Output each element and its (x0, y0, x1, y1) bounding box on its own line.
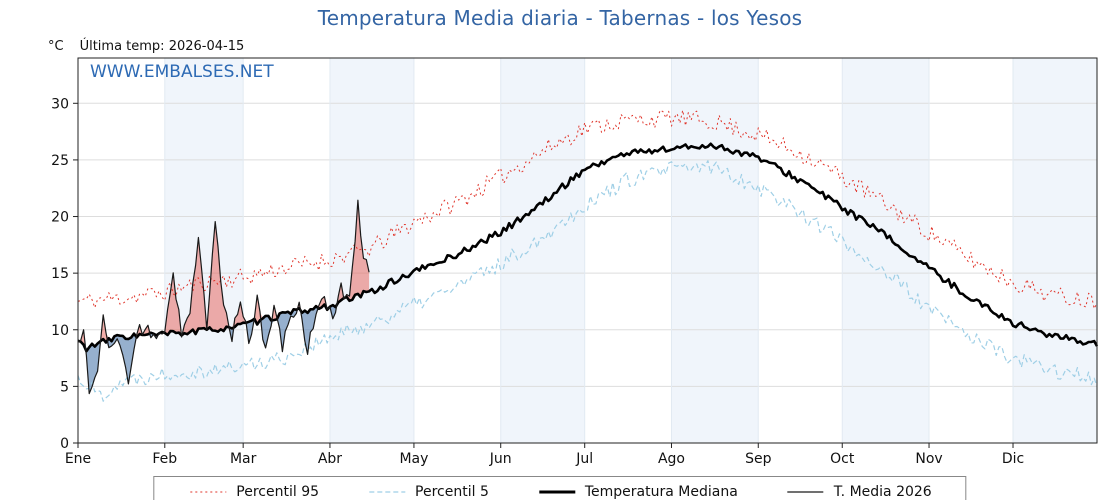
x-tick-label: May (399, 451, 428, 467)
percentil-95-line (77, 109, 1098, 310)
legend-item-t-media-2026: T. Media 2026 (786, 484, 932, 500)
x-tick-label: Feb (152, 451, 177, 467)
month-band (1013, 58, 1097, 443)
month-band (164, 58, 244, 443)
watermark-text: WWW.EMBALSES.NET (90, 62, 274, 82)
legend-label-temperatura-mediana: Temperatura Mediana (584, 484, 738, 500)
month-band (329, 58, 414, 443)
legend-item-percentil-95: Percentil 95 (188, 484, 319, 500)
y-tick-label: 10 (51, 323, 69, 339)
y-axis-units-label: °C (48, 39, 64, 54)
x-tick-label: Sep (745, 451, 772, 467)
legend-item-percentil-5: Percentil 5 (367, 484, 489, 500)
x-tick-label: Oct (830, 451, 855, 467)
legend-box: Percentil 95 Percentil 5 Temperatura Med… (153, 476, 967, 500)
legend-label-percentil-5: Percentil 5 (415, 484, 489, 500)
legend-label-percentil-95: Percentil 95 (236, 484, 320, 500)
temperatura-mediana-line-sample-icon (537, 486, 577, 498)
t-media-2026-line (77, 199, 370, 395)
y-tick-label: 15 (51, 266, 69, 282)
y-tick-label: 0 (60, 436, 69, 452)
y-tick-label: 30 (51, 96, 69, 112)
percentil-95-line-sample-icon (188, 486, 228, 498)
x-tick-label: Dic (1002, 451, 1024, 467)
page-title: Temperatura Media diaria - Tabernas - lo… (317, 6, 803, 30)
t-media-2026-line-sample-icon (786, 486, 826, 498)
last-temp-label: Última temp: 2026-04-15 (79, 39, 245, 54)
x-tick-label: Ene (65, 451, 91, 467)
month-band (671, 58, 759, 443)
x-tick-label: Mar (230, 451, 257, 467)
percentil-5-line-sample-icon (367, 486, 407, 498)
month-band (500, 58, 585, 443)
x-tick-label: Jul (575, 451, 593, 467)
x-tick-label: Nov (915, 451, 942, 467)
y-tick-label: 25 (51, 153, 69, 169)
y-tick-label: 5 (60, 379, 69, 395)
x-tick-label: Jun (489, 451, 512, 467)
legend-label-t-media-2026: T. Media 2026 (833, 484, 932, 500)
subtitle-row: °C Última temp: 2026-04-15 (48, 39, 244, 54)
plot-border (77, 57, 1098, 444)
month-band (842, 58, 930, 443)
x-tick-label: Abr (318, 451, 342, 467)
x-tick-label: Ago (658, 451, 685, 467)
y-tick-label: 20 (51, 210, 69, 226)
temperatura-mediana-line (77, 142, 1099, 353)
legend-item-temperatura-mediana: Temperatura Mediana (537, 484, 738, 500)
percentil-5-line (77, 160, 1098, 402)
